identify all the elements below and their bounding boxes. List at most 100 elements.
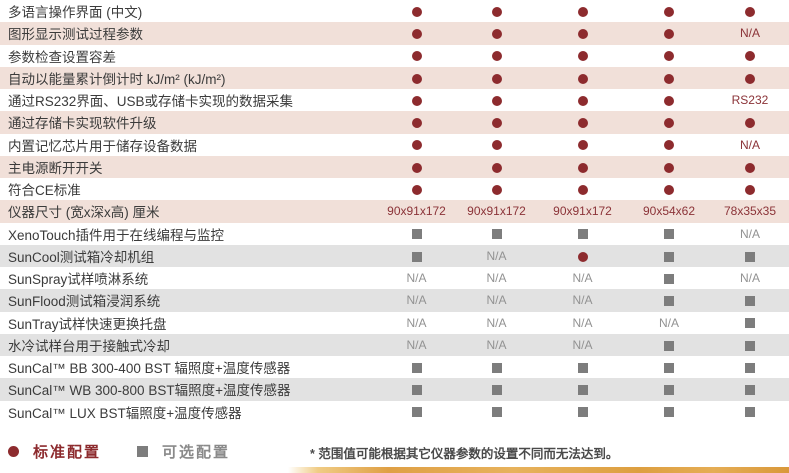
standard-config-dot-icon [491, 51, 502, 62]
footnote: * 范围值可能根据其它仪器参数的设置不同而无法达到。 [310, 447, 619, 461]
standard-config-dot-icon [664, 73, 674, 84]
table-row: 通过RS232界面、USB或存储卡实现的数据采集 RS232 [0, 89, 789, 111]
legend: 标准配置 可选配置 [8, 440, 230, 462]
optional-config-square-icon [711, 250, 789, 262]
optional-config-square-icon [577, 229, 588, 240]
standard-config-dot-icon [711, 50, 789, 62]
row-label: 符合CE标准 [8, 183, 81, 199]
row-label: SunFlood测试箱浸润系统 [8, 294, 161, 310]
optional-config-square-icon [745, 318, 755, 329]
standard-config-dot-icon [378, 94, 455, 106]
optional-config-square-icon [455, 361, 538, 373]
row-label: 主电源断开开关 [8, 160, 103, 176]
standard-config-dot-icon [745, 51, 755, 62]
optional-config-square-icon [745, 407, 755, 418]
standard-config-dot-icon [577, 95, 588, 106]
standard-config-dot-icon [577, 6, 588, 17]
standard-config-dot-icon [455, 183, 538, 195]
standard-config-dot-icon [711, 116, 789, 129]
standard-config-dot-icon [455, 50, 538, 62]
optional-config-square-icon [455, 383, 538, 396]
optional-config-square-icon [577, 407, 588, 418]
standard-config-dot-icon [455, 161, 538, 173]
cell-value: N/A [658, 315, 679, 330]
optional-config-square-icon [664, 296, 674, 307]
optional-config-square-icon [627, 383, 711, 396]
table-row: 通过存储卡实现软件升级 [0, 111, 789, 134]
optional-config-square-icon [745, 362, 755, 373]
optional-config-square-icon [491, 362, 502, 373]
standard-config-dot-icon [411, 51, 422, 62]
table-row: 多语言操作界面 (中文) [0, 0, 789, 22]
cell-value: N/A [739, 226, 760, 241]
optional-config-square-icon [411, 229, 422, 240]
optional-config-square-icon [664, 273, 674, 284]
cell-value: N/A [486, 293, 507, 308]
standard-config-dot-icon [745, 6, 755, 17]
standard-config-dot-icon [538, 250, 627, 262]
standard-config-dot-icon [577, 73, 588, 84]
optional-config-square-icon [745, 251, 755, 262]
optional-config-square-icon [577, 362, 588, 373]
standard-config-dot-icon [411, 73, 422, 84]
standard-config-dot-icon [378, 72, 455, 84]
standard-config-dot-icon [378, 50, 455, 62]
optional-config-square-icon [711, 383, 789, 396]
standard-config-dot-icon [491, 140, 502, 151]
standard-config-dot-icon [627, 5, 711, 17]
cell-value: N/A [572, 293, 593, 308]
optional-config-square-icon [745, 340, 755, 351]
standard-config-dot-icon [455, 94, 538, 106]
optional-config-square-icon [455, 228, 538, 240]
optional-config-square-icon [664, 229, 674, 240]
table-row: SunCal™ WB 300-800 BST辐照度+温度传感器 [0, 378, 789, 401]
optional-config-square-icon [378, 406, 455, 418]
table-row: 主电源断开开关 [0, 155, 789, 178]
optional-config-square-icon [664, 251, 674, 262]
standard-config-dot-icon [455, 5, 538, 17]
standard-config-dot-icon [538, 116, 627, 129]
optional-config-square-icon [491, 229, 502, 240]
standard-config-dot-icon [411, 162, 422, 173]
standard-config-dot-icon [577, 251, 588, 262]
optional-config-square-icon [137, 445, 149, 457]
cell-value: N/A [739, 26, 760, 41]
standard-config-dot-icon [491, 73, 502, 84]
standard-config-dot-icon [411, 184, 422, 195]
cell-value: N/A [572, 315, 593, 330]
cell-value: N/A [486, 271, 507, 286]
standard-config-dot-icon [664, 118, 674, 129]
optional-config-square-icon [745, 296, 755, 307]
standard-config-dot-icon [538, 5, 627, 17]
spec-table: 多语言操作界面 (中文) 图形显示测试过程参数 N/A 参数检查设置容差 自动以能量累计… [0, 0, 789, 421]
cell-value: N/A [572, 337, 593, 352]
standard-config-dot-icon [577, 118, 588, 129]
optional-config-square-icon [711, 406, 789, 418]
row-label: 通过存储卡实现软件升级 [8, 116, 157, 132]
optional-config-label: 可选配置 [162, 443, 231, 461]
table-row: SunCool测试箱冷却机组 N/A [0, 244, 789, 267]
table-row: 自动以能量累计倒计时 kJ/m² (kJ/m²) [0, 66, 789, 89]
row-label: SunSpray试样喷淋系统 [8, 272, 149, 288]
optional-config-square-icon [491, 407, 502, 418]
standard-config-dot-icon [8, 445, 19, 457]
table-row: SunFlood测试箱浸润系统 N/A N/A N/A [0, 289, 789, 312]
standard-config-dot-icon [577, 184, 588, 195]
standard-config-dot-icon [627, 183, 711, 195]
table-row: 图形显示测试过程参数 N/A [0, 22, 789, 45]
standard-config-dot-icon [491, 95, 502, 106]
standard-config-dot-icon [491, 162, 502, 173]
standard-config-dot-icon [538, 161, 627, 173]
cell-value: N/A [406, 293, 427, 308]
bottom-gold-bar [288, 467, 789, 473]
standard-config-dot-icon [577, 29, 588, 40]
optional-config-square-icon [627, 272, 711, 284]
standard-config-dot-icon [627, 94, 711, 106]
standard-config-dot-icon [411, 6, 422, 17]
standard-config-dot-icon [491, 29, 502, 40]
standard-config-dot-icon [411, 140, 422, 151]
optional-config-square-icon [664, 362, 674, 373]
cell-value: 78x35x35 [723, 204, 777, 219]
cell-value: 90x54x62 [642, 204, 696, 219]
table-row: SunCal™ BB 300-400 BST 辐照度+温度传感器 [0, 356, 789, 378]
